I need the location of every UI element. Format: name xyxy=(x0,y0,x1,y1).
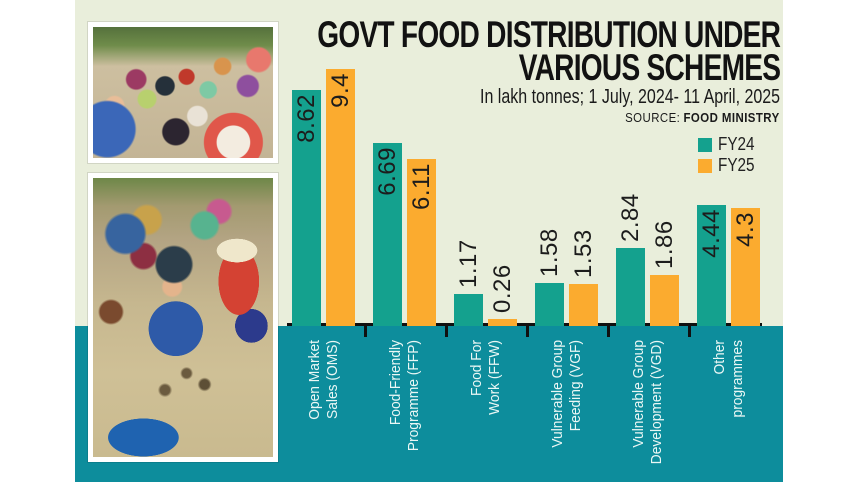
category-label-line: Food-Friendly xyxy=(386,340,404,426)
photo-frame-top xyxy=(88,22,278,163)
axis-tick xyxy=(526,326,529,337)
legend-item-fy25: FY25 xyxy=(698,155,761,176)
category-label-line: Food For xyxy=(467,340,485,396)
bar-fy24-group-6 xyxy=(697,205,726,326)
rice-weighing-distribution-photo xyxy=(93,178,273,457)
value-label-fy24-group-3: 1.17 xyxy=(454,239,482,288)
category-label-line: Programme (FFP) xyxy=(404,340,421,452)
legend-label-fy24: FY24 xyxy=(718,134,755,154)
value-label-fy24-group-5: 2.84 xyxy=(616,193,644,242)
value-label-fy25-group-3: 0.26 xyxy=(488,264,516,313)
value-label-fy24-group-2: 6.69 xyxy=(373,147,401,196)
legend-label-fy25: FY25 xyxy=(718,155,755,175)
fy24-swatch-icon xyxy=(698,137,712,152)
food-distribution-queue-photo xyxy=(93,27,273,158)
bar-fy24-group-3 xyxy=(454,294,483,326)
bar-fy24-group-1 xyxy=(292,90,321,326)
x-axis-line xyxy=(287,323,762,326)
category-label-line: Open Market xyxy=(305,340,323,420)
value-label-fy25-group-6: 4.3 xyxy=(731,212,759,247)
bar-fy25-group-5 xyxy=(650,275,679,326)
source-value: FOOD MINISTRY xyxy=(683,110,780,125)
bar-fy24-group-2 xyxy=(373,143,402,326)
bar-fy25-group-3 xyxy=(488,319,517,326)
legend-item-fy24: FY24 xyxy=(698,134,761,155)
value-label-fy24-group-4: 1.58 xyxy=(535,228,563,277)
value-label-fy25-group-2: 6.11 xyxy=(407,163,435,210)
bar-fy25-group-4 xyxy=(569,284,598,326)
value-label-fy24-group-6: 4.44 xyxy=(697,209,725,258)
value-label-fy25-group-1: 9.4 xyxy=(326,73,354,108)
chart-title-line-1: GOVT FOOD DISTRIBUTION UNDER xyxy=(316,14,781,55)
category-label-line: Development (VGD) xyxy=(647,340,664,465)
category-label-line: Vulnerable Group xyxy=(548,340,566,448)
category-label-group-6: Other programmes xyxy=(711,340,747,482)
category-label-group-4: Vulnerable Group Feeding (VGF) xyxy=(549,340,585,482)
chart-title-line-2: VARIOUS SCHEMES xyxy=(518,47,780,88)
axis-tick xyxy=(607,326,610,337)
category-label-line: Work (FFW) xyxy=(485,340,502,415)
category-label-line: Vulnerable Group xyxy=(629,340,647,448)
axis-tick xyxy=(445,326,448,337)
bar-fy24-group-5 xyxy=(616,248,645,326)
category-label-group-1: Open Market Sales (OMS) xyxy=(306,340,342,482)
category-label-group-5: Vulnerable Group Development (VGD) xyxy=(630,340,666,482)
bar-fy25-group-6 xyxy=(731,208,760,326)
photo-frame-bottom xyxy=(88,173,278,462)
category-label-group-3: Food For Work (FFW) xyxy=(468,340,504,482)
axis-tick xyxy=(688,326,691,337)
category-label-line: Sales (OMS) xyxy=(323,340,340,419)
value-label-fy25-group-5: 1.86 xyxy=(650,220,678,269)
bar-fy24-group-4 xyxy=(535,283,564,326)
bar-fy25-group-2 xyxy=(407,159,436,326)
legend: FY24 FY25 xyxy=(698,134,761,176)
value-label-fy25-group-4: 1.53 xyxy=(569,229,597,278)
value-label-fy24-group-1: 8.62 xyxy=(292,94,320,143)
category-label-line: Other xyxy=(710,340,728,375)
fy25-swatch-icon xyxy=(698,158,712,173)
category-label-line: Feeding (VGF) xyxy=(566,340,583,432)
source-label: SOURCE: xyxy=(625,110,681,125)
category-label-line: programmes xyxy=(728,340,745,418)
category-label-group-2: Food-Friendly Programme (FFP) xyxy=(387,340,423,482)
chart-title: GOVT FOOD DISTRIBUTION UNDER VARIOUS SCH… xyxy=(171,14,781,88)
axis-tick xyxy=(364,326,367,337)
source-line: SOURCE: FOOD MINISTRY xyxy=(625,110,780,125)
bar-fy25-group-1 xyxy=(326,69,355,326)
chart-subtitle: In lakh tonnes; 1 July, 2024- 11 April, … xyxy=(479,86,780,108)
